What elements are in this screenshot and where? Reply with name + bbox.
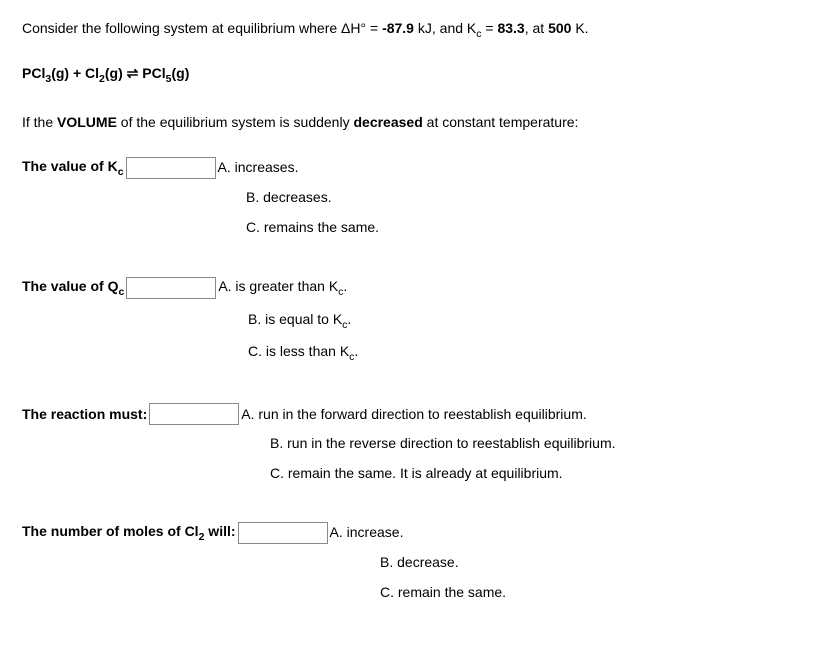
q2-label: The value of Qc (22, 278, 124, 298)
q3-option-a: A. run in the forward direction to reest… (241, 405, 587, 425)
reactant1-state: (g) (51, 65, 69, 81)
perturb-pre: If the (22, 114, 57, 130)
temp-unit: K. (571, 20, 588, 36)
reactant1: PCl (22, 65, 45, 81)
q1-answer-input[interactable] (126, 157, 216, 179)
q1-option-a: A. increases. (218, 158, 299, 178)
q3-answer-input[interactable] (149, 403, 239, 425)
q3-option-b: B. run in the reverse direction to reest… (270, 434, 616, 454)
q2-answer-input[interactable] (126, 277, 216, 299)
kc-value: 83.3 (497, 20, 524, 36)
reactant2-state: (g) (105, 65, 123, 81)
perturb-volume: VOLUME (57, 114, 117, 130)
intro-line: Consider the following system at equilib… (22, 18, 799, 43)
q2-option-c: C. is less than Kc. (248, 342, 358, 364)
temp-value: 500 (548, 20, 571, 36)
q4-option-b: B. decrease. (380, 553, 459, 573)
question-reaction-direction: The reaction must: A. run in the forward… (22, 402, 799, 487)
perturbation-line: If the VOLUME of the equilibrium system … (22, 112, 799, 133)
perturb-post: at constant temperature: (423, 114, 579, 130)
q2-option-a: A. is greater than Kc. (218, 277, 347, 299)
intro-and: , and K (432, 20, 476, 36)
unit-kj: kJ (414, 20, 432, 36)
equilibrium-arrow: ⇌ (123, 65, 143, 81)
intro-prefix: Consider the following system at equilib… (22, 20, 382, 36)
q3-option-c: C. remain the same. It is already at equ… (270, 464, 563, 484)
perturb-mid: of the equilibrium system is suddenly (117, 114, 354, 130)
question-kc: The value of Kc A. increases. B. decreas… (22, 155, 799, 240)
q3-label: The reaction must: (22, 406, 147, 422)
question-qc: The value of Qc A. is greater than Kc. B… (22, 274, 799, 367)
product1: PCl (142, 65, 165, 81)
q4-answer-input[interactable] (238, 522, 328, 544)
q4-option-a: A. increase. (330, 523, 404, 543)
question-moles-cl2: The number of moles of Cl2 will: A. incr… (22, 520, 799, 605)
q4-option-c: C. remain the same. (380, 583, 506, 603)
q2-option-b: B. is equal to Kc. (248, 310, 351, 332)
intro-eq: = (482, 20, 498, 36)
reaction-equation: PCl3(g) + Cl2(g) ⇌ PCl5(g) (22, 65, 799, 85)
reactant2: Cl (85, 65, 99, 81)
plus-sign: + (69, 65, 85, 81)
intro-at: , at (525, 20, 548, 36)
dH-value: -87.9 (382, 20, 414, 36)
q1-option-b: B. decreases. (246, 188, 332, 208)
q4-label: The number of moles of Cl2 will: (22, 523, 236, 543)
product1-state: (g) (171, 65, 189, 81)
q1-option-c: C. remains the same. (246, 218, 379, 238)
perturb-decreased: decreased (353, 114, 422, 130)
q1-label: The value of Kc (22, 158, 124, 178)
